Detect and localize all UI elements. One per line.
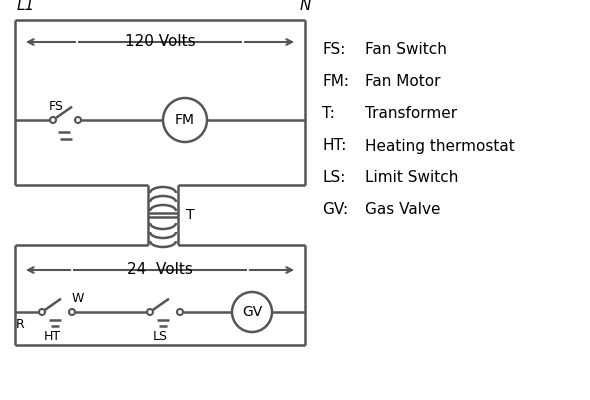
Text: T: T: [186, 208, 195, 222]
Text: FS:: FS:: [322, 42, 345, 58]
Text: FS: FS: [48, 100, 64, 112]
Text: FM:: FM:: [322, 74, 349, 90]
Text: Fan Motor: Fan Motor: [365, 74, 441, 90]
Circle shape: [69, 309, 75, 315]
Text: LS: LS: [152, 330, 168, 344]
Text: Fan Switch: Fan Switch: [365, 42, 447, 58]
Text: LS:: LS:: [322, 170, 345, 186]
Circle shape: [163, 98, 207, 142]
Text: L1: L1: [17, 0, 35, 14]
Text: W: W: [72, 292, 84, 306]
Text: GV:: GV:: [322, 202, 348, 218]
Text: Transformer: Transformer: [365, 106, 457, 122]
Text: Gas Valve: Gas Valve: [365, 202, 441, 218]
Text: HT:: HT:: [322, 138, 346, 154]
Text: R: R: [15, 318, 24, 330]
Text: FM: FM: [175, 113, 195, 127]
Circle shape: [39, 309, 45, 315]
Text: Heating thermostat: Heating thermostat: [365, 138, 514, 154]
Circle shape: [50, 117, 56, 123]
Circle shape: [75, 117, 81, 123]
Text: HT: HT: [44, 330, 61, 344]
Text: 24  Volts: 24 Volts: [127, 262, 193, 278]
Text: T:: T:: [322, 106, 335, 122]
Text: Limit Switch: Limit Switch: [365, 170, 458, 186]
Text: GV: GV: [242, 305, 262, 319]
Circle shape: [147, 309, 153, 315]
Circle shape: [232, 292, 272, 332]
Text: 120 Volts: 120 Volts: [124, 34, 195, 50]
Text: N: N: [299, 0, 311, 14]
Circle shape: [177, 309, 183, 315]
